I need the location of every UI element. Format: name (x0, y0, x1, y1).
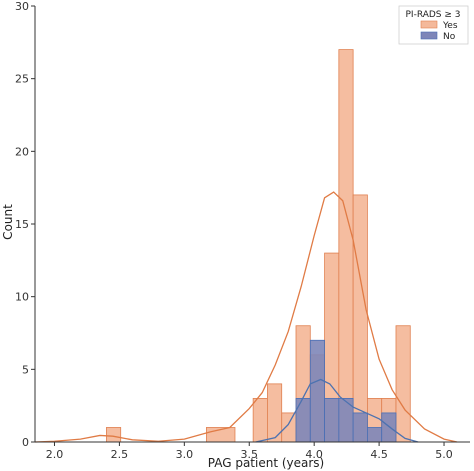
y-tick-label-0: 0 (22, 436, 29, 449)
x-tick-label-6: 5.0 (435, 448, 453, 461)
bar-yes-8 (338, 49, 354, 443)
legend-label-yes: Yes (442, 21, 458, 31)
series-yes-kde-line (34, 191, 458, 443)
legend-title: PI-RADS ≥ 3 (405, 10, 460, 20)
legend-label-no: No (443, 32, 456, 42)
legend: PI-RADS ≥ 3 Yes No (398, 5, 469, 45)
bar-no-6 (381, 412, 397, 443)
y-tick-label-1: 5 (22, 363, 29, 376)
y-tick-label-2: 10 (15, 291, 29, 304)
x-tick-label-3: 3.5 (241, 448, 259, 461)
x-axis-title: PAG patient (years) (208, 456, 324, 470)
bar-no-2 (324, 397, 340, 443)
x-tick-label-5: 4.5 (370, 448, 388, 461)
x-tick-label-2: 3.0 (176, 448, 194, 461)
legend-swatch-no (420, 31, 438, 40)
series-no-kde-line (255, 378, 419, 443)
x-tick-label-1: 2.5 (111, 448, 129, 461)
y-tick-label-5: 25 (15, 73, 29, 86)
y-tick-label-6: 30 (15, 0, 29, 13)
bar-yes-2 (252, 397, 268, 443)
bar-yes-0 (106, 427, 122, 443)
bar-no-4 (352, 412, 368, 443)
y-axis-title: Count (1, 204, 15, 240)
bar-yes-9 (352, 194, 368, 443)
bar-yes-4 (281, 412, 297, 443)
x-tick-label-0: 2.0 (46, 448, 64, 461)
bar-no-5 (367, 427, 383, 443)
x-tick-label-4: 4.0 (305, 448, 323, 461)
series-no-bars (295, 339, 397, 443)
bar-yes-12 (395, 325, 411, 443)
legend-swatch-yes (420, 20, 438, 29)
bar-no-0 (295, 397, 311, 443)
y-axis-ticks: 0 5 10 15 20 25 30 (15, 0, 35, 449)
x-axis-ticks: 2.0 2.5 3.0 3.5 4.0 4.5 5.0 (46, 442, 453, 461)
bar-no-1 (309, 339, 325, 443)
y-tick-label-3: 15 (15, 218, 29, 231)
series-yes-bars (106, 49, 411, 443)
y-tick-label-4: 20 (15, 145, 29, 158)
